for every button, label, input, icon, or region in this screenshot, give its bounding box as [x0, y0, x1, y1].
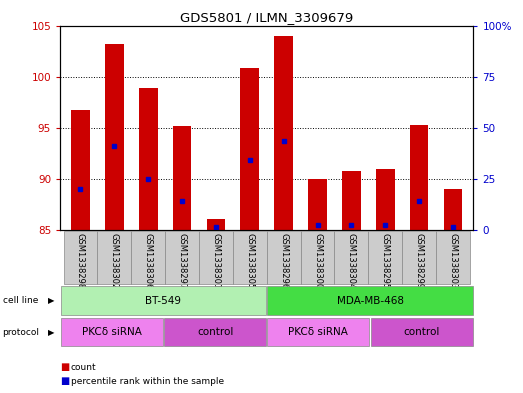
Text: ▶: ▶	[49, 328, 55, 336]
FancyBboxPatch shape	[63, 231, 97, 284]
Text: control: control	[197, 327, 233, 337]
FancyBboxPatch shape	[131, 231, 165, 284]
Bar	[241, 68, 259, 230]
Text: count: count	[71, 363, 96, 372]
FancyBboxPatch shape	[436, 231, 470, 284]
FancyBboxPatch shape	[368, 231, 402, 284]
Text: protocol: protocol	[3, 328, 40, 336]
Bar	[139, 88, 157, 230]
FancyBboxPatch shape	[267, 318, 369, 346]
FancyBboxPatch shape	[301, 231, 335, 284]
FancyBboxPatch shape	[61, 286, 266, 315]
Text: cell line: cell line	[3, 296, 38, 305]
Bar	[410, 125, 428, 230]
Bar	[342, 171, 361, 230]
Bar	[105, 44, 123, 230]
FancyBboxPatch shape	[61, 318, 163, 346]
Text: GSM1338300: GSM1338300	[313, 233, 322, 289]
Bar	[376, 169, 394, 230]
FancyBboxPatch shape	[267, 231, 301, 284]
FancyBboxPatch shape	[371, 318, 473, 346]
Text: ■: ■	[60, 376, 70, 386]
Text: GSM1338305: GSM1338305	[245, 233, 254, 289]
Bar	[275, 36, 293, 230]
Bar	[207, 219, 225, 230]
Text: BT-549: BT-549	[145, 296, 181, 306]
Text: GSM1338302: GSM1338302	[110, 233, 119, 289]
Text: percentile rank within the sample: percentile rank within the sample	[71, 377, 224, 386]
Text: control: control	[403, 327, 440, 337]
Text: MDA-MB-468: MDA-MB-468	[336, 296, 404, 306]
FancyBboxPatch shape	[233, 231, 267, 284]
Text: GSM1338295: GSM1338295	[381, 233, 390, 289]
Text: GSM1338297: GSM1338297	[178, 233, 187, 289]
Bar	[308, 179, 327, 230]
Text: GSM1338298: GSM1338298	[76, 233, 85, 289]
Bar	[173, 126, 191, 230]
FancyBboxPatch shape	[402, 231, 436, 284]
Text: GSM1338299: GSM1338299	[415, 233, 424, 289]
Text: GSM1338304: GSM1338304	[347, 233, 356, 289]
Bar	[71, 110, 90, 230]
Title: GDS5801 / ILMN_3309679: GDS5801 / ILMN_3309679	[180, 11, 354, 24]
Bar	[444, 189, 462, 230]
Text: ■: ■	[60, 362, 70, 373]
Text: ▶: ▶	[49, 296, 55, 305]
Text: PKCδ siRNA: PKCδ siRNA	[82, 327, 142, 337]
Text: GSM1338303: GSM1338303	[449, 233, 458, 289]
FancyBboxPatch shape	[164, 318, 266, 346]
Text: PKCδ siRNA: PKCδ siRNA	[289, 327, 348, 337]
Text: GSM1338296: GSM1338296	[279, 233, 288, 289]
FancyBboxPatch shape	[199, 231, 233, 284]
FancyBboxPatch shape	[335, 231, 368, 284]
FancyBboxPatch shape	[97, 231, 131, 284]
Text: GSM1338301: GSM1338301	[211, 233, 220, 289]
FancyBboxPatch shape	[267, 286, 473, 315]
FancyBboxPatch shape	[165, 231, 199, 284]
Text: GSM1338306: GSM1338306	[144, 233, 153, 289]
